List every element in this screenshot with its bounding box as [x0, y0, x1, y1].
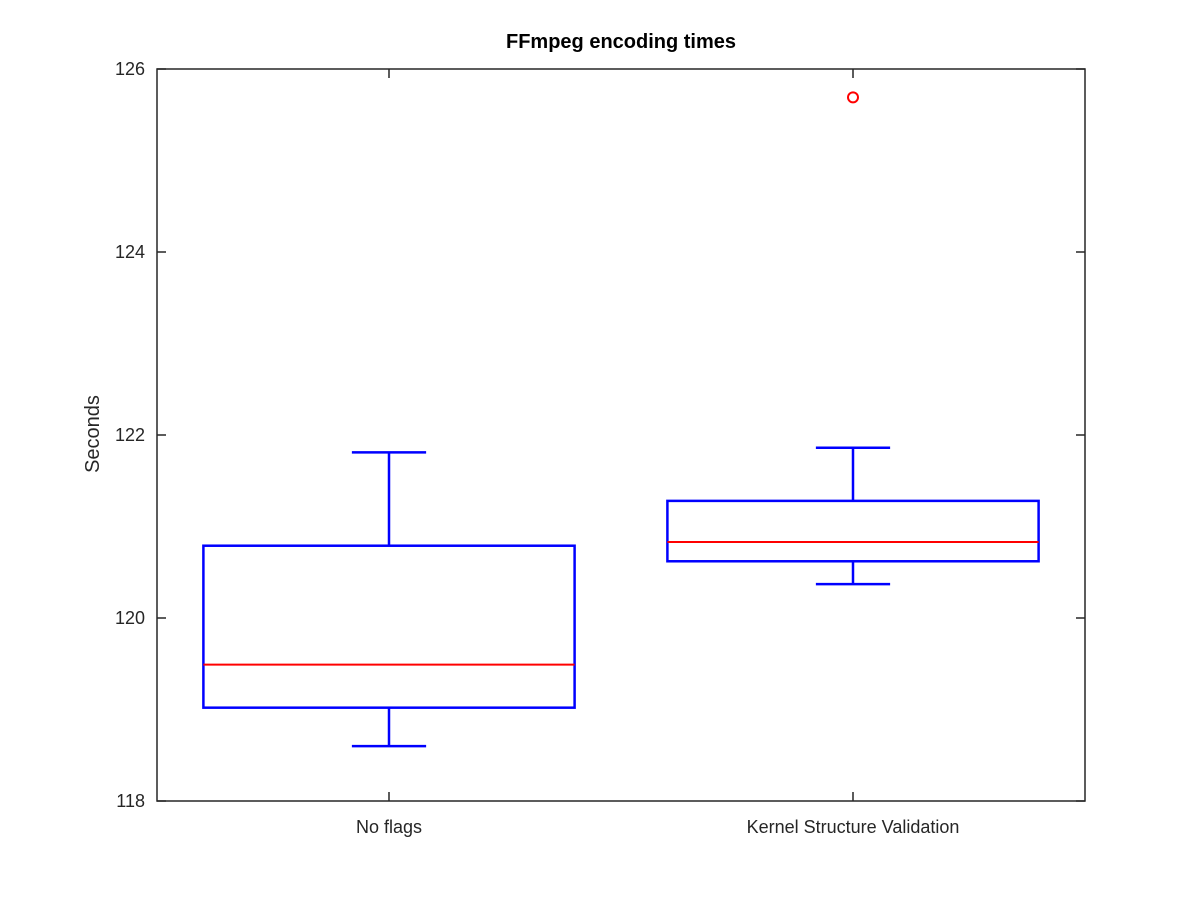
y-tick-label: 124 — [115, 242, 145, 262]
x-tick-label: No flags — [356, 817, 422, 837]
y-axis-label: Seconds — [82, 395, 104, 473]
outlier-point — [847, 91, 859, 104]
box-iqr — [666, 499, 1040, 563]
plot-frame — [156, 68, 1086, 802]
y-tick-label: 118 — [116, 791, 145, 811]
y-tick-label: 120 — [115, 608, 145, 628]
y-tick-label: 126 — [115, 59, 145, 79]
plot-area: 118 120 122 124 126 No flags Kernel Structure … — [115, 59, 1086, 837]
y-tick-label: 122 — [115, 425, 145, 445]
chart-title: FFmpeg encoding times — [506, 31, 736, 53]
box-iqr — [202, 544, 576, 709]
x-tick-label: Kernel Structure Validation — [747, 817, 960, 837]
